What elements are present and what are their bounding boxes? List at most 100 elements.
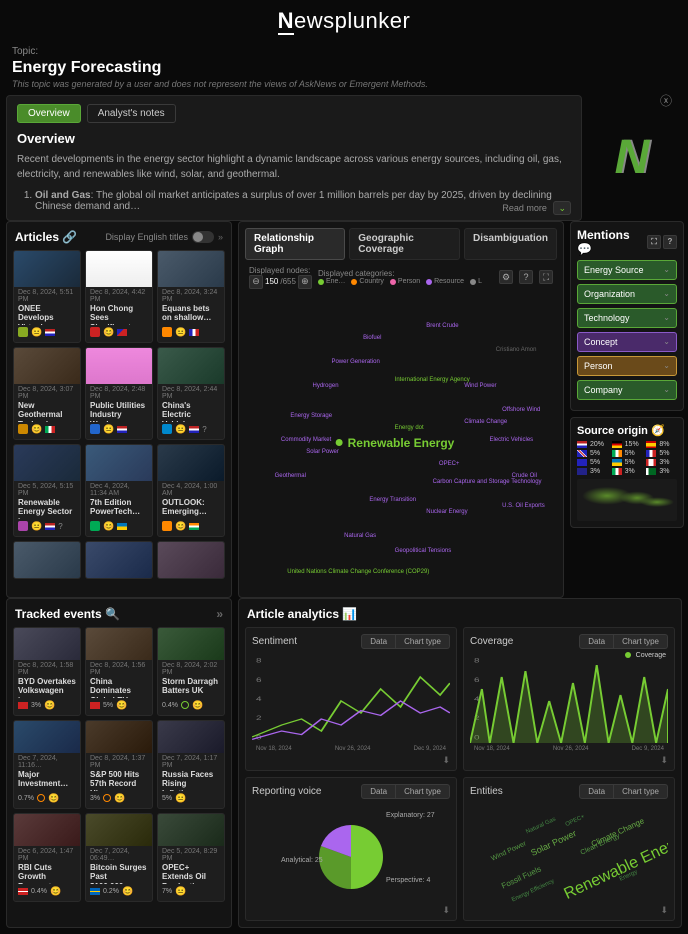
mentions-help-icon[interactable]: ? xyxy=(663,235,677,249)
tracked-card[interactable]: Dec 8, 2024, 2:02 PM Storm Darragh Batte… xyxy=(157,627,225,716)
mentions-heading: Mentions 💬 xyxy=(577,228,647,256)
entity-word[interactable]: Natural Gas xyxy=(526,816,558,835)
nodes-decrease[interactable]: ⊖ xyxy=(249,275,263,289)
graph-section: Relationship Graph Geographic Coverage D… xyxy=(238,221,564,598)
tracked-card[interactable]: Dec 8, 2024, 1:58 PM BYD Overtakes Volks… xyxy=(13,627,81,716)
tracked-section: Tracked events 🔍 » Dec 8, 2024, 1:58 PM … xyxy=(6,598,232,928)
nodes-label: Displayed nodes: xyxy=(249,266,312,275)
graph-node[interactable]: Carbon Capture and Storage Technology xyxy=(433,479,542,485)
relationship-graph[interactable]: Renewable Energy OPEC+ Solar Power Natural… xyxy=(243,293,559,593)
graph-node[interactable]: Wind Power xyxy=(464,383,496,389)
graph-node[interactable]: Hydrogen xyxy=(313,383,339,389)
graph-node[interactable]: Nuclear Energy xyxy=(426,509,467,515)
tracked-card[interactable]: Dec 6, 2024, 1:47 PM RBI Cuts Growth For… xyxy=(13,813,81,902)
entity-word[interactable]: Wind Power xyxy=(490,840,527,862)
graph-node[interactable]: Energy Transition xyxy=(369,497,416,503)
entity-word[interactable]: OPEC+ xyxy=(565,814,586,828)
article-card[interactable] xyxy=(13,541,81,579)
tab-overview[interactable]: Overview xyxy=(17,104,81,123)
graph-node[interactable]: Cristiano Amon xyxy=(496,347,537,353)
world-map[interactable] xyxy=(577,479,677,521)
entities-chart-btn[interactable]: Chart type xyxy=(614,784,668,799)
voice-title: Reporting voice xyxy=(252,786,321,797)
graph-node[interactable]: Brent Crude xyxy=(426,323,458,329)
coverage-chart-btn[interactable]: Chart type xyxy=(614,634,668,649)
tracked-card[interactable]: Dec 8, 2024, 1:37 PM S&P 500 Hits 57th R… xyxy=(85,720,153,809)
graph-help-icon[interactable]: ? xyxy=(519,270,533,284)
download-icon[interactable]: ⬇ xyxy=(660,755,668,766)
svg-text:Analytical: 25: Analytical: 25 xyxy=(281,857,323,864)
close-icon[interactable]: ⓧ xyxy=(660,92,672,109)
article-card[interactable]: Dec 8, 2024, 3:07 PM New Geothermal Tech… xyxy=(13,347,81,440)
analytics-panel: Article analytics 📊 Sentiment Data Chart… xyxy=(238,598,682,928)
graph-node[interactable]: Geothermal xyxy=(275,473,306,479)
sentiment-data-btn[interactable]: Data xyxy=(361,634,396,649)
download-icon[interactable]: ⬇ xyxy=(660,905,668,916)
graph-fullscreen-icon[interactable]: ⛶ xyxy=(539,270,553,284)
download-icon[interactable]: ⬇ xyxy=(442,755,450,766)
svg-text:2: 2 xyxy=(256,715,262,722)
graph-node[interactable]: Energy Storage xyxy=(290,413,332,419)
voice-data-btn[interactable]: Data xyxy=(361,784,396,799)
mention-tag[interactable]: Technology⌄ xyxy=(577,308,677,328)
entities-card: Entities Data Chart type Renewable Energ… xyxy=(463,777,675,921)
graph-node[interactable]: Power Generation xyxy=(331,359,379,365)
tracked-card[interactable]: Dec 5, 2024, 8:29 PM OPEC+ Extends Oil P… xyxy=(157,813,225,902)
tab-relationship-graph[interactable]: Relationship Graph xyxy=(245,228,345,260)
article-card[interactable]: Dec 8, 2024, 5:51 PM ONEE Develops Virtu… xyxy=(13,250,81,343)
read-more[interactable]: Read more ⌄ xyxy=(502,203,571,214)
word-cloud[interactable]: Renewable EnergySolar PowerFossil FuelsC… xyxy=(470,803,668,903)
article-card[interactable]: Dec 4, 2024, 11:34 AM 7th Edition PowerT… xyxy=(85,444,153,537)
mention-tag[interactable]: Person⌄ xyxy=(577,356,677,376)
graph-node[interactable]: International Energy Agency xyxy=(395,377,470,383)
article-card[interactable]: Dec 8, 2024, 3:24 PM Equans bets on shal… xyxy=(157,250,225,343)
graph-settings-icon[interactable]: ⚙ xyxy=(499,270,513,284)
tracked-card[interactable]: Dec 7, 2024, 1:17 PM Russia Faces Rising… xyxy=(157,720,225,809)
mentions-expand-icon[interactable]: ⛶ xyxy=(647,235,661,249)
tab-disambiguation[interactable]: Disambiguation xyxy=(464,228,557,260)
topic-disclaimer: This topic was generated by a user and d… xyxy=(12,79,676,91)
article-card[interactable]: Dec 8, 2024, 2:48 PM Public Utilities In… xyxy=(85,347,153,440)
graph-node[interactable]: Commodity Market xyxy=(281,437,331,443)
graph-node[interactable]: Natural Gas xyxy=(344,533,376,539)
tab-geographic[interactable]: Geographic Coverage xyxy=(349,228,460,260)
graph-node[interactable]: Geopolitical Tensions xyxy=(395,548,452,554)
article-card[interactable]: Dec 4, 2024, 1:00 AM OUTLOOK: Emerging… … xyxy=(157,444,225,537)
articles-expand-icon[interactable]: » xyxy=(218,232,223,242)
entities-data-btn[interactable]: Data xyxy=(579,784,614,799)
tracked-card[interactable]: Dec 8, 2024, 1:56 PM China Dominates Glo… xyxy=(85,627,153,716)
graph-node[interactable]: Climate Change xyxy=(464,419,507,425)
sentiment-chart-btn[interactable]: Chart type xyxy=(396,634,450,649)
voice-chart-btn[interactable]: Chart type xyxy=(396,784,450,799)
tracked-expand-icon[interactable]: » xyxy=(216,607,223,621)
entity-word[interactable]: Solar Power xyxy=(530,828,579,858)
article-card[interactable] xyxy=(85,541,153,579)
graph-node[interactable]: Electric Vehicles xyxy=(489,437,533,443)
mention-tag[interactable]: Energy Source⌄ xyxy=(577,260,677,280)
graph-node[interactable]: Solar Power xyxy=(306,449,339,455)
graph-node[interactable]: U.S. Oil Exports xyxy=(502,503,545,509)
article-card[interactable]: Dec 5, 2024, 5:15 PM Renewable Energy Se… xyxy=(13,444,81,537)
svg-text:6: 6 xyxy=(474,676,480,683)
graph-center-node[interactable]: Renewable Energy xyxy=(348,436,455,450)
download-icon[interactable]: ⬇ xyxy=(442,905,450,916)
graph-node[interactable]: Biofuel xyxy=(363,335,381,341)
coverage-data-btn[interactable]: Data xyxy=(579,634,614,649)
tracked-card[interactable]: Dec 7, 2024, 06:49… Bitcoin Surges Past … xyxy=(85,813,153,902)
article-card[interactable]: Dec 8, 2024, 4:42 PM Hon Chong Sees Sign… xyxy=(85,250,153,343)
graph-node[interactable]: Energy dot xyxy=(395,425,424,431)
svg-text:8: 8 xyxy=(256,657,262,664)
mention-tag[interactable]: Organization⌄ xyxy=(577,284,677,304)
nodes-increase[interactable]: ⊕ xyxy=(298,275,312,289)
mention-tag[interactable]: Company⌄ xyxy=(577,380,677,400)
mention-tag[interactable]: Concept⌄ xyxy=(577,332,677,352)
graph-node[interactable]: Offshore Wind xyxy=(502,407,540,413)
article-card[interactable]: Dec 8, 2024, 2:44 PM China's Electric Ve… xyxy=(157,347,225,440)
tab-analyst-notes[interactable]: Analyst's notes xyxy=(87,104,176,123)
article-card[interactable] xyxy=(157,541,225,579)
origin-item: 8% xyxy=(646,441,677,448)
tracked-card[interactable]: Dec 7, 2024, 11:16… Major Investment… 0.… xyxy=(13,720,81,809)
graph-node[interactable]: OPEC+ xyxy=(439,461,460,467)
english-toggle[interactable] xyxy=(192,231,214,243)
graph-node[interactable]: United Nations Climate Change Conference… xyxy=(287,569,429,575)
